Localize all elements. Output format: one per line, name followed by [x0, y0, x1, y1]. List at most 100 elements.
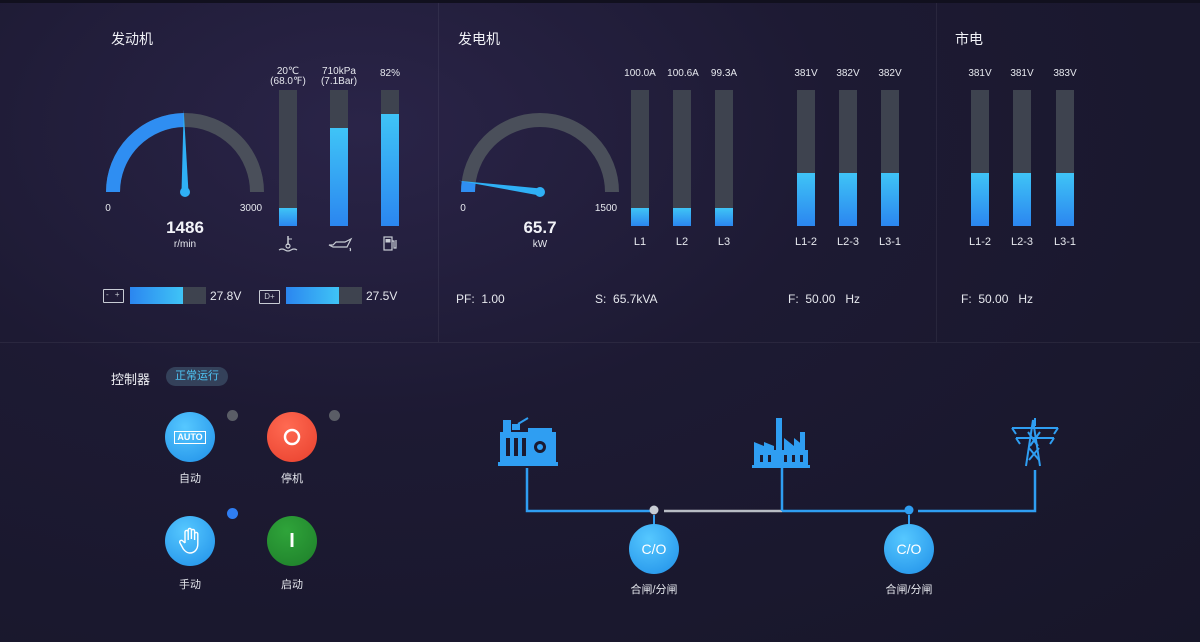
- generator-power-unit: kW: [532, 239, 548, 250]
- controller-title: 控制器: [111, 372, 151, 387]
- mains-changeover-button[interactable]: C/O: [884, 524, 934, 574]
- dplus-icon: D+: [259, 290, 280, 304]
- gen-f-label: F:: [788, 292, 799, 306]
- current-l3-bar: [715, 90, 733, 226]
- gen-f-unit: Hz: [845, 292, 861, 306]
- fuel-icon: [383, 236, 397, 251]
- generator-frequency-readout: F: 50.00 Hz: [788, 292, 860, 306]
- status-badge: 正常运行: [166, 367, 228, 386]
- mains-voltage-l23-bar: [1013, 90, 1031, 226]
- divider-engine-generator: [438, 3, 439, 342]
- fuel-label: 82%: [379, 68, 400, 79]
- gen-voltage-l31-bar: [881, 90, 899, 226]
- divider-top-bottom: [0, 342, 1200, 343]
- manual-mode-button[interactable]: [165, 516, 215, 566]
- divider-generator-mains: [936, 3, 937, 342]
- genset-icon: [498, 417, 558, 466]
- current-l1-bar: [631, 90, 649, 226]
- engine-speed-unit: r/min: [173, 239, 197, 250]
- gen-voltage-l31-value: 382V: [878, 68, 902, 79]
- current-l2-bar: [673, 90, 691, 226]
- pf-value: 1.00: [481, 292, 505, 306]
- gen-voltage-l12-label: L1-2: [794, 236, 818, 248]
- dplus-voltage-value: 27.5V: [366, 289, 398, 303]
- temp-label: 20℃: [276, 66, 300, 77]
- current-l2-label: L2: [675, 236, 689, 248]
- start-label: 启动: [281, 579, 303, 591]
- mains-changeover-label: 合闸/分闸: [885, 584, 933, 596]
- oil-pressure-icon: [328, 237, 353, 252]
- current-l2-value: 100.6A: [667, 68, 699, 79]
- engine-title: 发动机: [111, 31, 153, 47]
- mains-voltage-l12-bar: [971, 90, 989, 226]
- mains-f-value: 50.00: [978, 292, 1009, 306]
- mains-breaker-node: [904, 505, 914, 515]
- s-label: S:: [595, 292, 607, 306]
- mains-title: 市电: [955, 31, 983, 47]
- mains-voltage-l23-value: 381V: [1010, 68, 1034, 79]
- gen-voltage-l23-value: 382V: [836, 68, 860, 79]
- s-value: 65.7kVA: [613, 292, 658, 306]
- pressure-label: 710kPa: [322, 66, 356, 77]
- generator-changeover-button[interactable]: C/O: [629, 524, 679, 574]
- top-edge: [0, 0, 1200, 3]
- dplus-voltage-bar: [286, 287, 362, 304]
- gen-f-value: 50.00: [805, 292, 836, 306]
- temp-bar: [279, 90, 297, 226]
- stop-button[interactable]: [267, 412, 317, 462]
- generator-changeover-label: 合闸/分闸: [630, 584, 678, 596]
- pf-readout: PF: 1.00: [456, 292, 505, 306]
- manual-indicator-dot: [227, 508, 238, 519]
- engine-gauge-max: 3000: [239, 203, 263, 214]
- engine-rpm-gauge: [106, 110, 264, 197]
- hand-icon: [179, 527, 199, 554]
- generator-title: 发电机: [458, 31, 500, 47]
- gen-voltage-l12-bar: [797, 90, 815, 226]
- current-l1-value: 100.0A: [624, 68, 656, 79]
- battery-icon: - +: [103, 289, 124, 303]
- mains-voltage-l12-label: L1-2: [968, 236, 992, 248]
- current-l3-label: L3: [717, 236, 731, 248]
- generator-power-gauge: [458, 113, 619, 197]
- mains-feed-line: [918, 470, 1037, 513]
- mains-frequency-readout: F: 50.00 Hz: [961, 292, 1033, 306]
- factory-icon: [752, 418, 810, 468]
- apparent-power-readout: S: 65.7kVA: [595, 292, 658, 306]
- coolant-temp-icon: [278, 236, 298, 252]
- stop-indicator-dot: [329, 410, 340, 421]
- gen-voltage-l23-label: L2-3: [836, 236, 860, 248]
- generator-breaker-node: [649, 505, 659, 515]
- battery-voltage-bar: [130, 287, 206, 304]
- gen-voltage-l12-value: 381V: [794, 68, 818, 79]
- mains-voltage-l12-value: 381V: [968, 68, 992, 79]
- temp-label-f: (68.0℉): [270, 76, 306, 87]
- generator-gauge-max: 1500: [594, 203, 618, 214]
- gen-voltage-l31-label: L3-1: [878, 236, 902, 248]
- pressure-bar: [330, 90, 348, 226]
- mains-f-label: F:: [961, 292, 972, 306]
- fuel-bar: [381, 90, 399, 226]
- mains-voltage-l31-value: 383V: [1053, 68, 1077, 79]
- start-icon: I: [289, 529, 295, 552]
- generator-feed-line: [525, 468, 652, 513]
- pf-label: PF:: [456, 292, 475, 306]
- mains-voltage-l31-bar: [1056, 90, 1074, 226]
- auto-label: 自动: [179, 473, 201, 485]
- mains-voltage-l31-label: L3-1: [1053, 236, 1077, 248]
- stop-label: 停机: [281, 473, 303, 485]
- current-l3-value: 99.3A: [710, 68, 738, 79]
- start-button[interactable]: I: [267, 516, 317, 566]
- generator-power-value: 65.7: [523, 218, 557, 237]
- generator-gauge-min: 0: [460, 203, 466, 214]
- battery-voltage-value: 27.8V: [210, 289, 242, 303]
- engine-gauge-min: 0: [105, 203, 111, 214]
- gen-voltage-l23-bar: [839, 90, 857, 226]
- auto-indicator-dot: [227, 410, 238, 421]
- mains-voltage-l23-label: L2-3: [1010, 236, 1034, 248]
- current-l1-label: L1: [633, 236, 647, 248]
- auto-mode-button[interactable]: AUTO: [165, 412, 215, 462]
- stop-icon: [283, 428, 301, 446]
- engine-speed-value: 1486: [166, 218, 204, 237]
- mains-f-unit: Hz: [1018, 292, 1034, 306]
